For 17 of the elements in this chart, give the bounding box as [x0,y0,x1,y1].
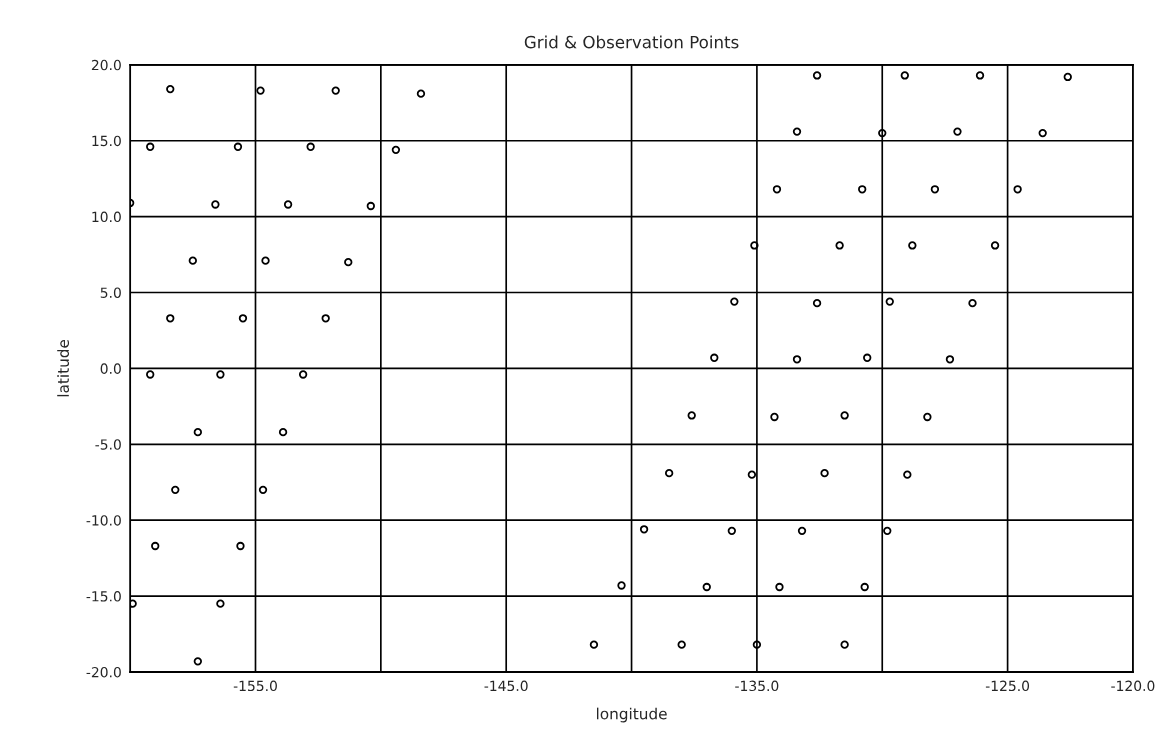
chart-title: Grid & Observation Points [524,35,739,49]
y-tick-label: 20.0 [91,59,121,71]
y-tick-label: -10.0 [86,515,121,526]
y-tick-label: -20.0 [86,666,121,678]
y-tick-label: 10.0 [92,211,121,223]
x-tick-label: -135.0 [735,680,779,692]
y-tick-label: 15.0 [92,135,121,147]
x-tick-label: -120.0 [1111,680,1155,692]
x-tick-label: -155.0 [233,680,277,692]
x-tick-label: -125.0 [985,680,1030,692]
y-axis-title: latitude [57,339,70,397]
x-tick-label: -145.0 [484,680,528,692]
y-tick-label: 5.0 [100,287,121,298]
y-tick-label: 0.0 [100,363,121,374]
y-tick-label: -15.0 [86,591,121,602]
x-axis-title: longitude [596,707,667,723]
y-tick-label: -5.0 [95,439,121,450]
